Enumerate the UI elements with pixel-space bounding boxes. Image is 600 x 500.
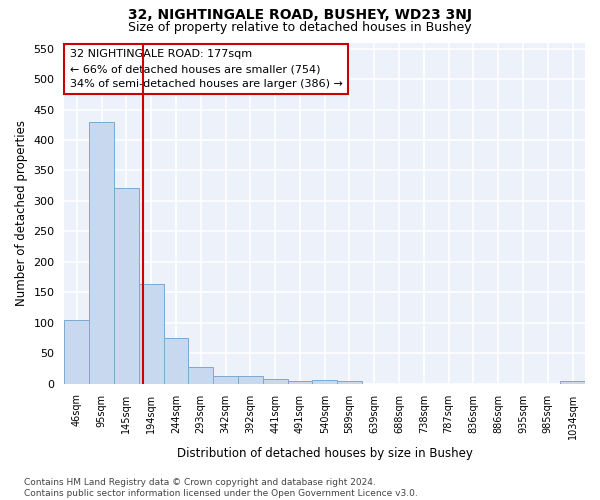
Y-axis label: Number of detached properties: Number of detached properties [15, 120, 28, 306]
Bar [213, 376, 238, 384]
Bar [313, 380, 337, 384]
Bar [89, 122, 114, 384]
Text: Size of property relative to detached houses in Bushey: Size of property relative to detached ho… [128, 21, 472, 34]
Text: Contains HM Land Registry data © Crown copyright and database right 2024.
Contai: Contains HM Land Registry data © Crown c… [24, 478, 418, 498]
Bar [164, 338, 188, 384]
X-axis label: Distribution of detached houses by size in Bushey: Distribution of detached houses by size … [177, 447, 473, 460]
Text: 32 NIGHTINGALE ROAD: 177sqm
← 66% of detached houses are smaller (754)
34% of se: 32 NIGHTINGALE ROAD: 177sqm ← 66% of det… [70, 50, 343, 89]
Bar [287, 380, 313, 384]
Bar [188, 367, 213, 384]
Bar [560, 380, 585, 384]
Bar [238, 376, 263, 384]
Bar [64, 320, 89, 384]
Bar [114, 188, 139, 384]
Bar [263, 379, 287, 384]
Bar [139, 284, 164, 384]
Bar [337, 380, 362, 384]
Text: 32, NIGHTINGALE ROAD, BUSHEY, WD23 3NJ: 32, NIGHTINGALE ROAD, BUSHEY, WD23 3NJ [128, 8, 472, 22]
